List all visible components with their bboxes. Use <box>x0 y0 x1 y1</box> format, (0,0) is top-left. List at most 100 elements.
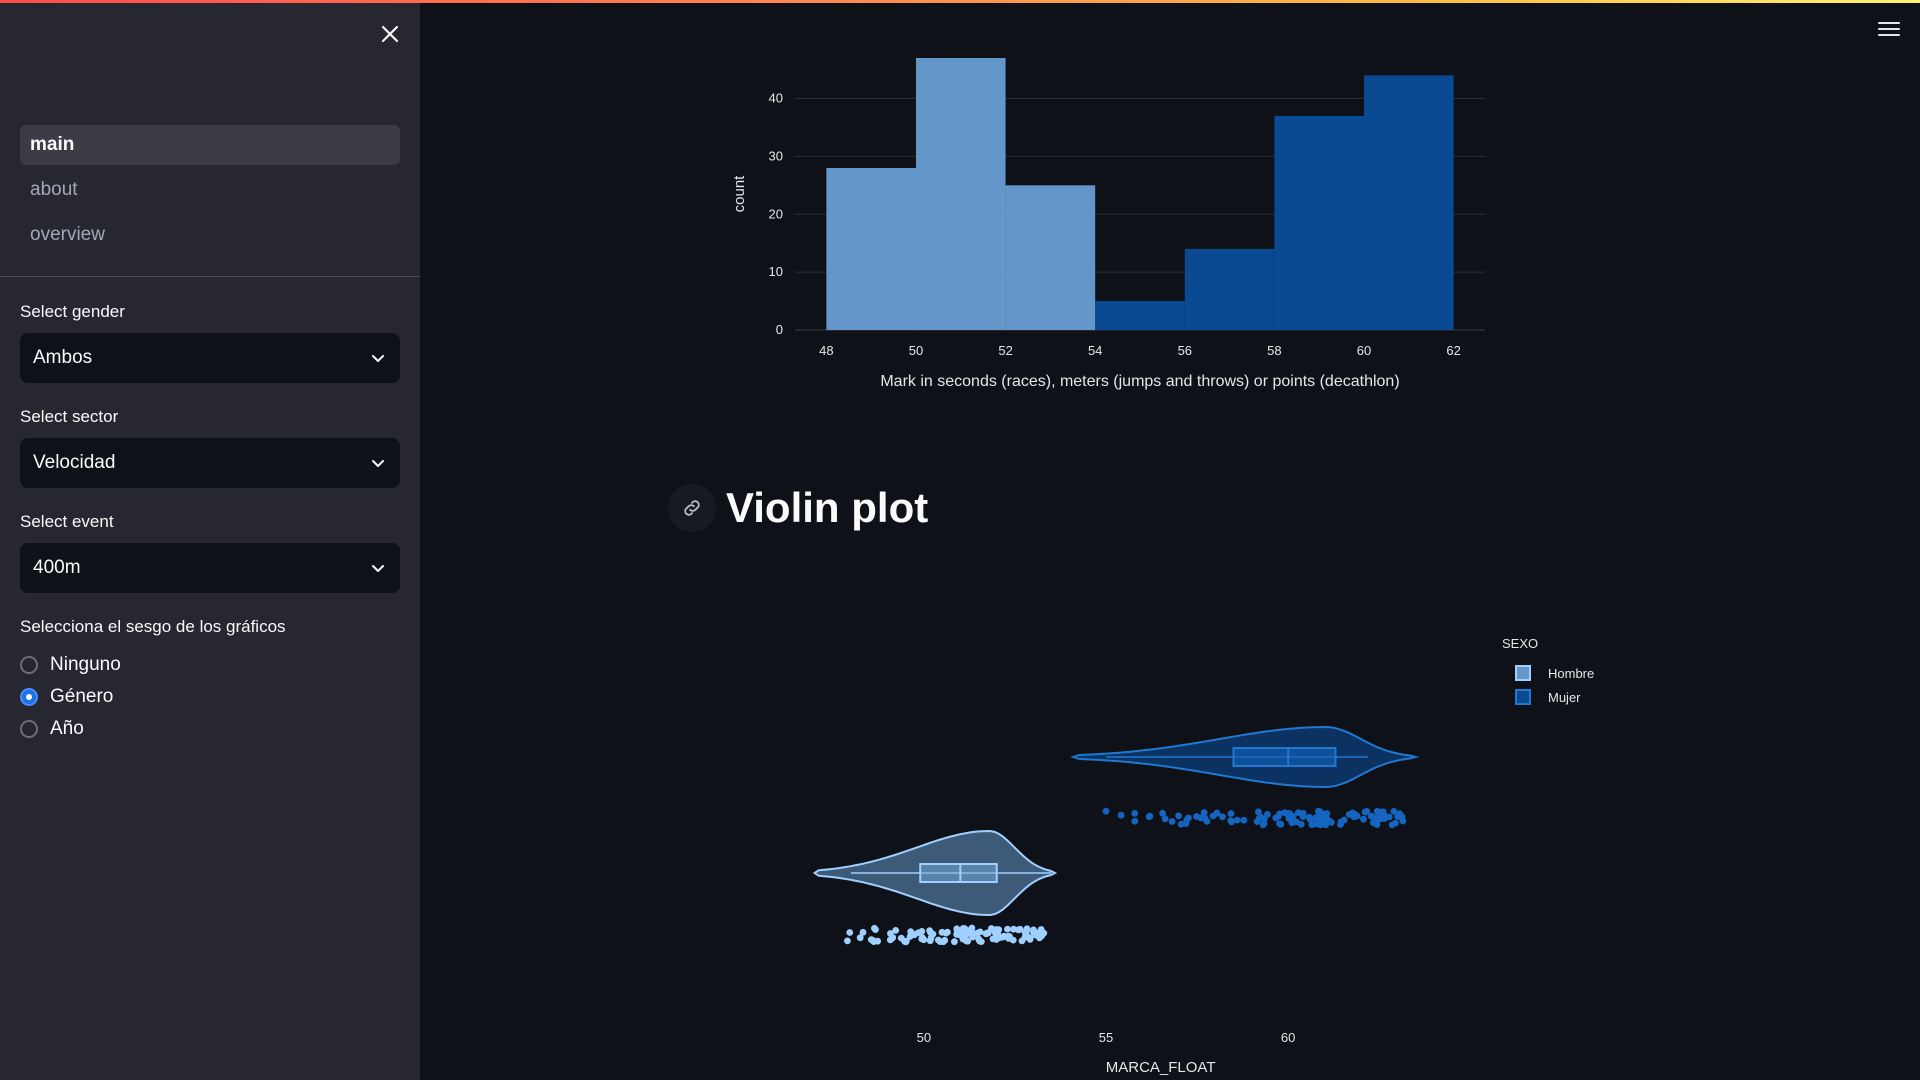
violin-point <box>951 938 958 946</box>
violin-point <box>962 931 970 939</box>
violin-point <box>1308 821 1316 829</box>
gender-select-label: Select gender <box>20 302 125 321</box>
hist-bar-mujer[interactable] <box>1095 301 1185 330</box>
radio-option-ano[interactable]: Año <box>20 716 84 742</box>
event-select[interactable]: 400m <box>20 543 400 593</box>
main-menu-button[interactable] <box>1878 22 1900 40</box>
violin-point <box>918 928 926 935</box>
sidebar-item-main[interactable]: main <box>20 125 400 165</box>
violin-point <box>1159 809 1166 817</box>
radio-button[interactable] <box>20 720 38 738</box>
violin-point <box>1233 816 1241 824</box>
violin-point <box>1227 810 1235 817</box>
violin-point <box>1240 816 1248 824</box>
sidebar-item-about[interactable]: about <box>30 179 78 200</box>
violin-point <box>1381 815 1388 822</box>
violin-point <box>867 936 875 943</box>
violin-point <box>1390 808 1398 815</box>
violin-point <box>1253 818 1261 825</box>
violin-x-tick-label: 60 <box>1281 1030 1295 1045</box>
violin-point <box>1145 813 1153 820</box>
violin-point <box>1175 812 1182 820</box>
sidebar-item-overview[interactable]: overview <box>30 224 105 245</box>
violin-point <box>995 926 1003 934</box>
bias-radio-label: Selecciona el sesgo de los gráficos <box>20 617 286 636</box>
legend-label: Mujer <box>1548 690 1581 705</box>
violin-point <box>1388 821 1396 829</box>
violin-point <box>892 927 900 934</box>
legend-item-mujer[interactable]: Mujer <box>1515 689 1581 705</box>
violin-point <box>1213 809 1221 817</box>
violin-point <box>1005 934 1012 942</box>
violin-section-title: Violin plot <box>726 484 929 531</box>
violin-point <box>1350 813 1358 821</box>
hist-bar-mujer[interactable] <box>1274 115 1365 330</box>
violin-point <box>1340 816 1348 824</box>
violin-section-header: Violin plot <box>668 478 928 538</box>
violin-point <box>1022 931 1030 939</box>
close-sidebar-button[interactable] <box>378 22 402 46</box>
violin-point <box>901 937 908 945</box>
violin-point <box>1257 813 1264 821</box>
gender-select[interactable]: Ambos <box>20 333 400 383</box>
violin-point <box>1373 807 1381 815</box>
violin-point <box>953 927 961 934</box>
hamburger-menu-icon <box>1878 22 1900 36</box>
violin-point <box>919 934 926 942</box>
radio-button-selected[interactable] <box>20 688 38 706</box>
violin-point <box>976 937 984 945</box>
sector-select-value: Velocidad <box>33 452 116 473</box>
sector-select[interactable]: Velocidad <box>20 438 400 488</box>
sidebar: main about overview Select gender Ambos … <box>0 0 420 1080</box>
header-anchor-button[interactable] <box>668 484 716 532</box>
gender-select-value: Ambos <box>33 347 93 368</box>
violin-point <box>1399 817 1407 825</box>
hist-bar-hombre[interactable] <box>826 167 916 330</box>
hist-bar-hombre[interactable] <box>1005 185 1096 330</box>
violin-x-axis-label: MARCA_FLOAT <box>1106 1059 1216 1076</box>
violin-hombre[interactable] <box>812 829 1058 946</box>
violin-point <box>1315 807 1322 815</box>
violin-point <box>1030 931 1038 938</box>
violin-point <box>856 934 864 942</box>
hist-y-tick-label: 20 <box>769 206 783 221</box>
hist-x-tick-label: 52 <box>998 343 1012 358</box>
violin-point <box>1131 817 1139 825</box>
sidebar-divider <box>0 276 420 277</box>
violin-point <box>1299 810 1307 817</box>
hist-x-tick-label: 58 <box>1267 343 1281 358</box>
chevron-down-icon <box>372 460 384 467</box>
violin-x-tick-label: 55 <box>1099 1030 1113 1045</box>
hist-x-tick-label: 60 <box>1357 343 1371 358</box>
violin-point <box>926 937 934 945</box>
radio-option-ninguno[interactable]: Ninguno <box>20 652 121 678</box>
link-icon <box>684 500 700 516</box>
violin-point <box>1292 818 1300 826</box>
violin-chart: 50 55 60 MARCA_FLOAT SEXO Hombre Mujer <box>812 636 1594 1076</box>
hist-bar-mujer[interactable] <box>1364 75 1454 331</box>
violin-mujer[interactable] <box>1070 725 1420 829</box>
violin-point <box>964 937 971 945</box>
hist-bar-mujer[interactable] <box>1184 248 1275 330</box>
chevron-down-icon <box>372 565 384 572</box>
violin-point <box>1367 812 1375 820</box>
violin-point <box>1314 816 1322 824</box>
violin-point <box>1015 926 1022 934</box>
violin-point <box>1219 813 1226 821</box>
hist-x-tick-label: 56 <box>1178 343 1192 358</box>
violin-point <box>1131 810 1139 817</box>
violin-x-tick-label: 50 <box>917 1030 931 1045</box>
legend-title: SEXO <box>1502 636 1538 651</box>
radio-option-label: Género <box>50 686 114 707</box>
violin-point <box>1306 815 1314 823</box>
violin-point <box>1168 818 1176 825</box>
top-accent-bar <box>0 0 1920 3</box>
radio-option-genero[interactable]: Género <box>20 684 113 710</box>
violin-point <box>1117 811 1125 819</box>
legend-item-hombre[interactable]: Hombre <box>1515 665 1594 681</box>
violin-point <box>1373 821 1381 828</box>
violin-point <box>1255 808 1262 816</box>
hist-bar-hombre[interactable] <box>915 58 1006 330</box>
radio-button[interactable] <box>20 656 38 674</box>
legend-label: Hombre <box>1548 666 1594 681</box>
